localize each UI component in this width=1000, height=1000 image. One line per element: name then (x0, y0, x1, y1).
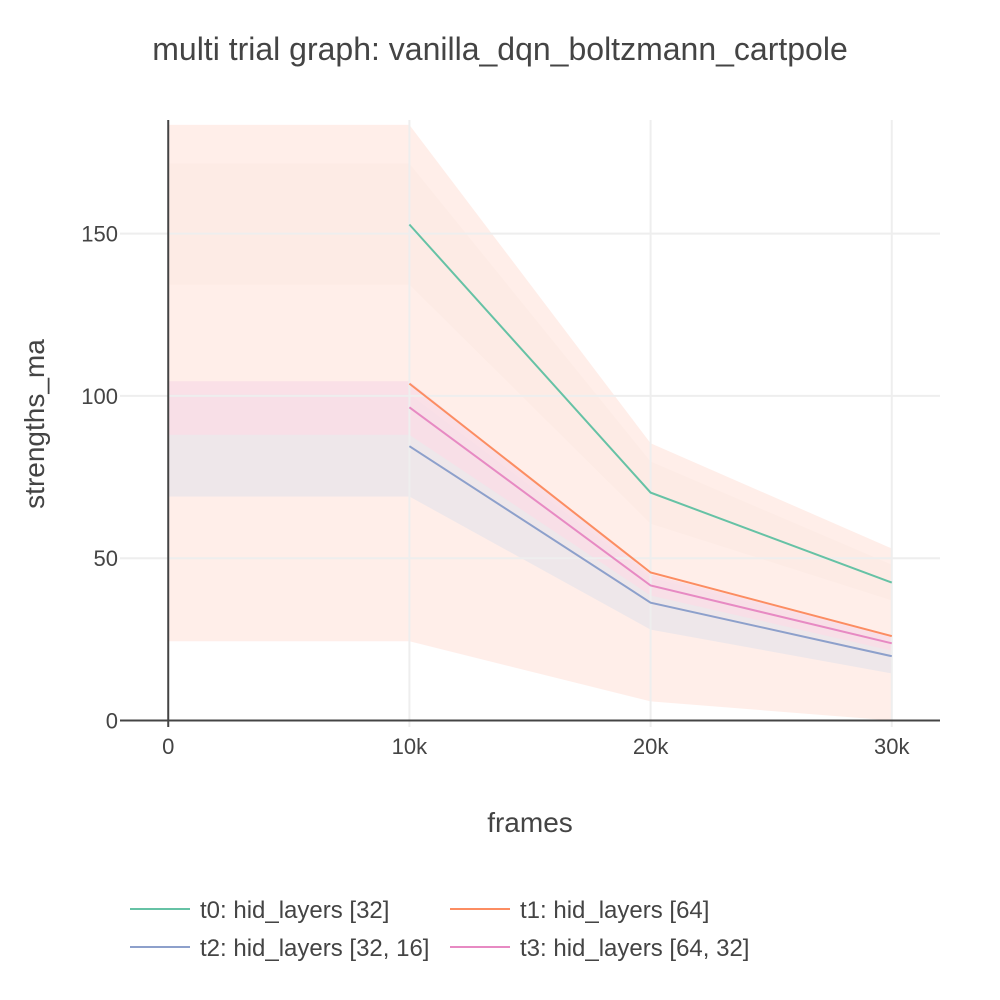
y-tick-label: 50 (94, 546, 118, 571)
chart-title: multi trial graph: vanilla_dqn_boltzmann… (152, 31, 848, 67)
y-tick-label: 100 (81, 384, 118, 409)
x-axis-title: frames (487, 807, 573, 838)
confidence-bands (168, 124, 892, 721)
gridlines (120, 120, 940, 727)
series-line-t0 (408, 223, 893, 584)
tick-labels: 0 10k 20k 30k 0 50 100 150 (81, 222, 910, 759)
series-lines (408, 223, 893, 658)
axes (120, 120, 940, 727)
y-tick-label: 0 (106, 709, 118, 734)
x-tick-label: 30k (874, 734, 910, 759)
legend-label-t3: t3: hid_layers [64, 32] (520, 935, 749, 962)
band-t1 (168, 124, 892, 721)
y-tick-label: 150 (81, 222, 118, 247)
x-tick-label: 0 (162, 734, 174, 759)
series-line-t3 (408, 406, 893, 645)
series-line-t2 (408, 445, 893, 658)
legend: t0: hid_layers [32] t1: hid_layers [64] t2… (130, 897, 749, 962)
y-axis-title: strengths_ma (19, 339, 50, 509)
series-line-t1 (408, 382, 893, 638)
band-t3 (168, 381, 892, 651)
legend-label-t0: t0: hid_layers [32] (200, 897, 389, 924)
x-tick-label: 20k (633, 734, 669, 759)
x-tick-label: 10k (392, 734, 428, 759)
legend-label-t1: t1: hid_layers [64] (520, 897, 709, 924)
legend-label-t2: t2: hid_layers [32, 16] (200, 935, 429, 962)
